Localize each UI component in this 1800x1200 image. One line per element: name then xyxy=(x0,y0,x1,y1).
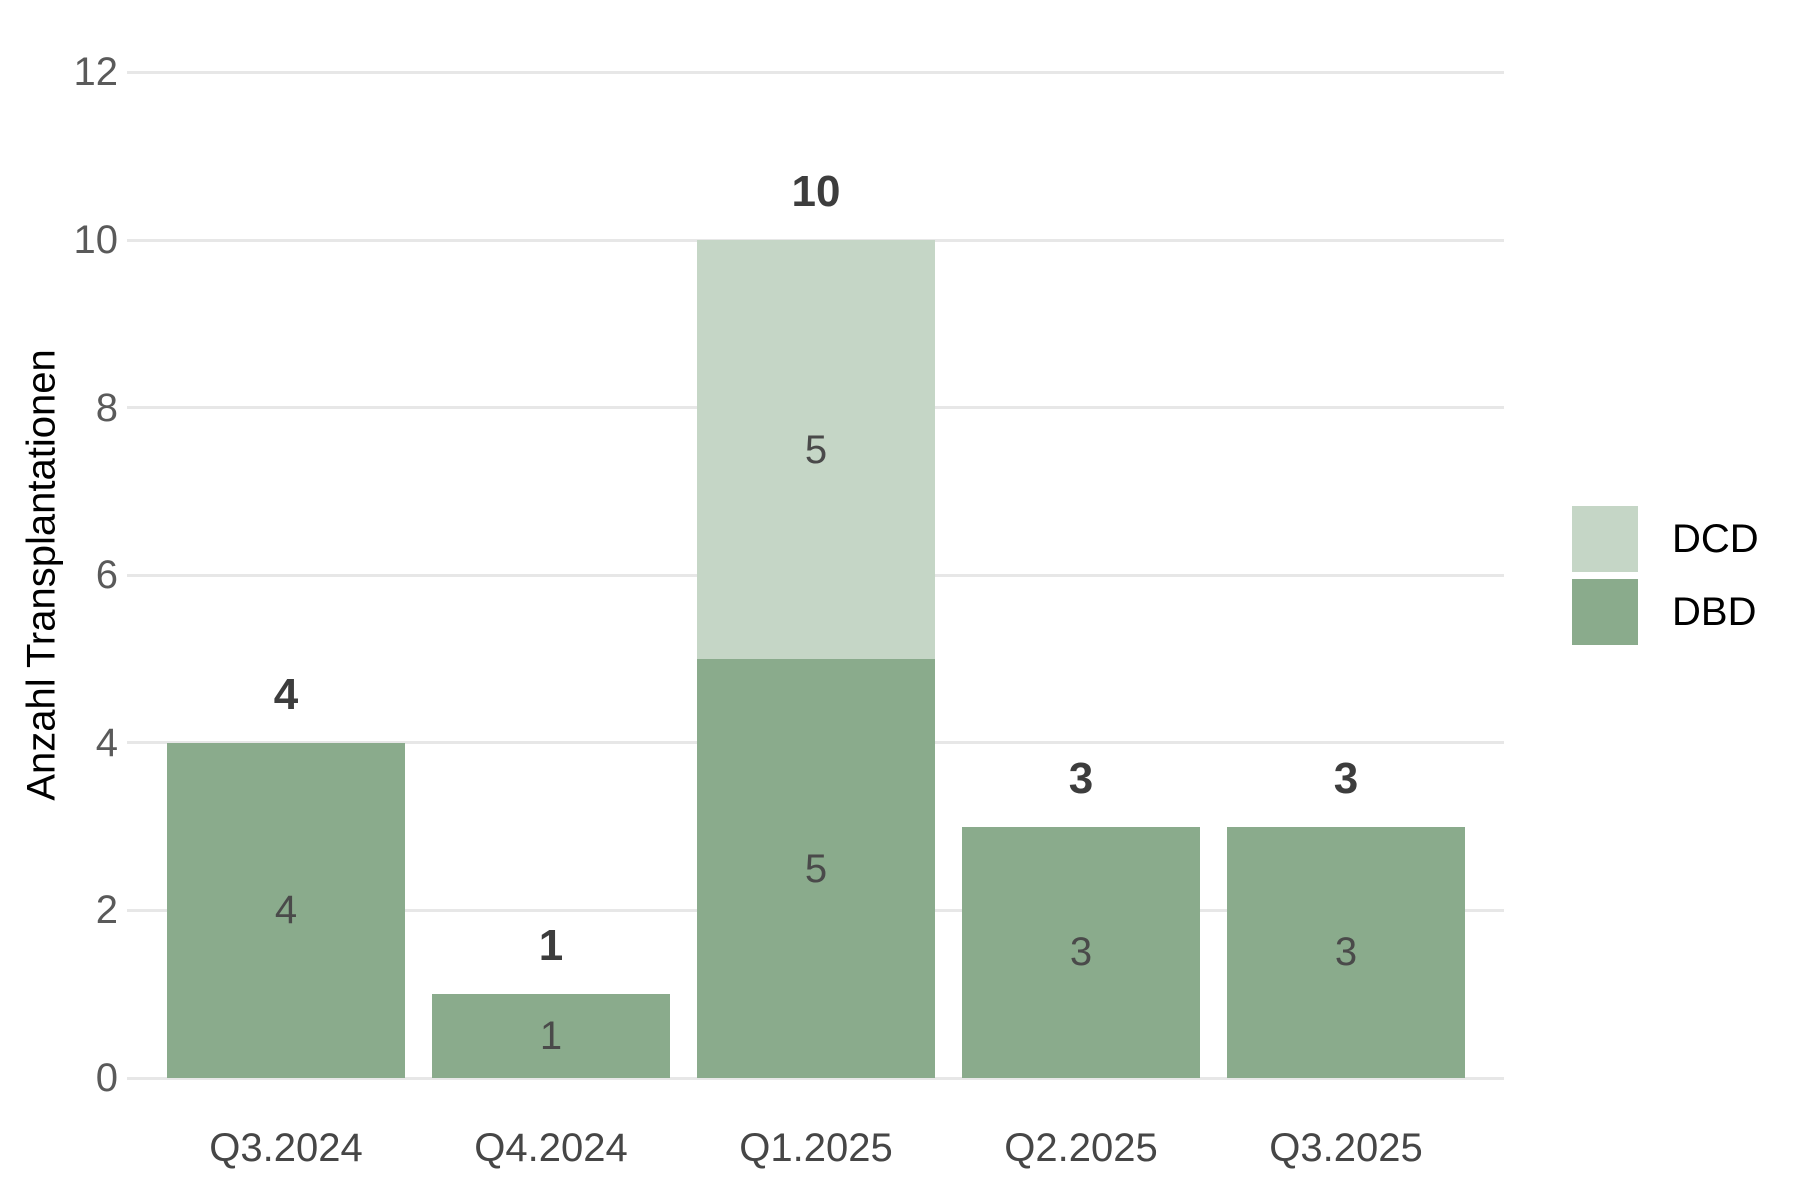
segment-value-label: 3 xyxy=(1334,930,1358,975)
segment-value-label: 3 xyxy=(1069,930,1093,975)
bar-segment-dbd-Q2.2025 xyxy=(962,826,1200,1078)
bar-segment-dbd-Q3.2024 xyxy=(167,742,405,1078)
bar-segment-dbd-Q3.2025 xyxy=(1227,826,1465,1078)
legend-label-dcd: DCD xyxy=(1672,517,1759,561)
segment-value-label: 5 xyxy=(804,846,828,891)
segment-value-label: 4 xyxy=(274,888,298,933)
y-axis-tick-label: 6 xyxy=(95,553,118,598)
gridline-y-0 xyxy=(127,1076,1504,1080)
bar-total-label: 4 xyxy=(273,669,299,719)
bar-total-label: 3 xyxy=(1333,753,1359,803)
y-axis-tick-label: 4 xyxy=(95,720,118,765)
x-axis-tick-label: Q3.2025 xyxy=(1269,1126,1423,1170)
gridline-y-12 xyxy=(127,70,1504,74)
legend-item-dcd: DCD xyxy=(1572,506,1759,572)
segment-value-label: 5 xyxy=(804,427,828,472)
legend: DCD DBD xyxy=(1572,506,1759,645)
y-axis-tick-label: 0 xyxy=(95,1056,118,1100)
legend-label-dbd: DBD xyxy=(1672,590,1757,634)
bar-segment-dbd-Q4.2024 xyxy=(432,994,670,1078)
bar-segment-dcd-Q1.2025 xyxy=(697,240,935,659)
bar-total-label: 3 xyxy=(1068,753,1094,803)
bar-total-label: 10 xyxy=(791,167,841,216)
y-axis-tick-label: 12 xyxy=(73,50,119,95)
x-axis-tick-label: Q1.2025 xyxy=(739,1126,893,1170)
x-axis-tick-label: Q3.2024 xyxy=(209,1126,363,1170)
segment-value-label: 1 xyxy=(539,1014,563,1059)
x-axis-tick-label: Q2.2025 xyxy=(1004,1126,1158,1170)
legend-item-dbd: DBD xyxy=(1572,579,1759,645)
bar-segment-dbd-Q1.2025 xyxy=(697,659,935,1078)
legend-swatch-dbd xyxy=(1572,579,1638,645)
y-axis-tick-label: 10 xyxy=(73,218,119,262)
legend-swatch-dcd xyxy=(1572,506,1638,572)
bar-total-label: 1 xyxy=(538,921,564,971)
y-axis-tick-label: 2 xyxy=(95,888,118,933)
x-axis-tick-label: Q4.2024 xyxy=(474,1126,628,1170)
y-axis-tick-label: 8 xyxy=(95,385,118,430)
